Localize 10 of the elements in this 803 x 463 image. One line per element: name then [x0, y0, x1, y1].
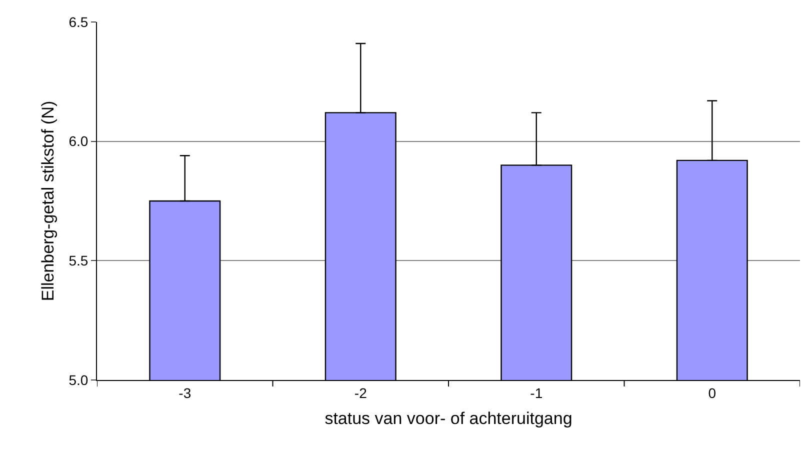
- x-tick-label: -3: [178, 384, 192, 401]
- x-tick-label: -1: [530, 384, 543, 401]
- y-tick-label: 6.5: [68, 14, 88, 30]
- y-tick-label: 5.0: [68, 372, 88, 388]
- y-tick-label: 6.0: [68, 133, 88, 150]
- y-axis-title: Ellenberg-getal stikstof (N): [38, 100, 58, 302]
- x-axis-title: status van voor- of achteruitgang: [324, 409, 572, 428]
- x-tick-label: 0: [708, 384, 716, 401]
- y-tick-label: 5.5: [68, 252, 88, 269]
- x-tick-label: -2: [354, 384, 368, 401]
